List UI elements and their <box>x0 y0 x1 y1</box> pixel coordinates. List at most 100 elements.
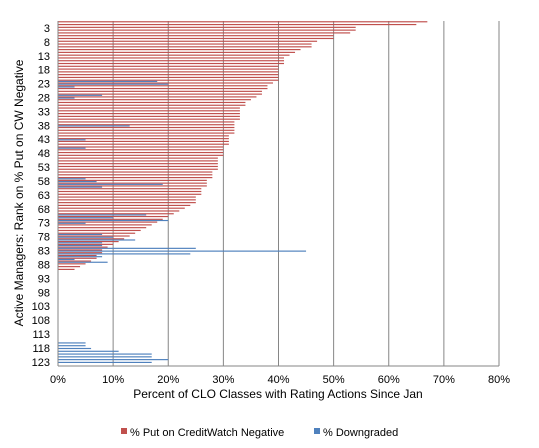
bar-cw-negative <box>58 207 185 209</box>
bar-cw-negative <box>58 174 213 176</box>
bar-cw-negative <box>58 218 163 220</box>
bar-downgraded <box>58 247 196 249</box>
bar-cw-negative <box>58 249 103 251</box>
bar-cw-negative <box>58 182 207 184</box>
bar-cw-negative <box>58 57 285 59</box>
y-tick-label: 93 <box>38 273 50 285</box>
bar-cw-negative <box>58 129 235 131</box>
bar-cw-negative <box>58 185 207 187</box>
bar-downgraded <box>58 86 75 88</box>
bar-downgraded <box>58 83 169 85</box>
bar-cw-negative <box>58 54 290 56</box>
bar-cw-negative <box>58 240 119 243</box>
bar-cw-negative <box>58 115 240 117</box>
bar-series <box>58 21 428 363</box>
bar-downgraded <box>58 80 158 82</box>
x-axis-tick-labels: 0% 10% 20% 30% 40% 50% 60% 70% 80% <box>50 374 510 386</box>
x-tick-label: 70% <box>433 374 455 386</box>
bar-downgraded <box>58 94 103 96</box>
bar-cw-negative <box>58 110 240 112</box>
bar-cw-negative <box>58 163 218 165</box>
bar-downgraded <box>58 244 103 247</box>
bar-downgraded <box>58 353 152 355</box>
gridlines <box>112 21 500 366</box>
y-tick-label: 3 <box>44 23 50 35</box>
bar-cw-negative <box>58 124 235 126</box>
y-tick-label: 118 <box>32 343 50 355</box>
bar-cw-negative <box>58 229 141 232</box>
bar-cw-negative <box>58 179 207 181</box>
bar-cw-negative <box>58 21 428 23</box>
bar-cw-negative <box>58 51 296 53</box>
x-tick-label: 80% <box>488 374 510 386</box>
bar-cw-negative <box>58 60 285 62</box>
bar-cw-negative <box>58 32 351 34</box>
bar-cw-negative <box>58 90 262 92</box>
bar-downgraded <box>58 236 114 238</box>
bar-downgraded <box>58 258 75 261</box>
x-tick-label: 20% <box>157 374 179 386</box>
y-tick-label: 68 <box>38 204 50 216</box>
bar-cw-negative <box>58 37 334 40</box>
x-tick-label: 30% <box>212 374 234 386</box>
bar-cw-negative <box>58 26 356 28</box>
bar-cw-negative <box>58 263 86 265</box>
bar-cw-negative <box>58 268 75 270</box>
bar-cw-negative <box>58 266 81 268</box>
bar-cw-negative <box>58 126 235 129</box>
y-tick-label: 53 <box>38 162 50 174</box>
bar-cw-negative <box>58 257 97 259</box>
bar-downgraded <box>58 242 103 244</box>
bar-downgraded <box>58 350 119 352</box>
legend-label-cw-negative: % Put on CreditWatch Negative <box>130 427 284 439</box>
bar-cw-negative <box>58 96 257 98</box>
bar-cw-negative <box>58 188 202 190</box>
bar-downgraded <box>58 347 92 350</box>
bar-cw-negative <box>58 68 279 70</box>
x-tick-label: 10% <box>102 374 124 386</box>
bar-cw-negative <box>58 252 103 254</box>
bar-cw-negative <box>58 204 191 206</box>
bar-cw-negative <box>58 160 218 162</box>
y-tick-label: 38 <box>38 120 50 132</box>
bar-downgraded <box>58 250 307 252</box>
bar-downgraded <box>58 217 114 219</box>
bar-cw-negative <box>58 62 285 65</box>
bar-cw-negative <box>58 71 279 73</box>
bar-cw-negative <box>58 93 262 95</box>
y-tick-label: 33 <box>38 106 50 118</box>
bar-downgraded <box>58 139 86 141</box>
bar-cw-negative <box>58 246 108 248</box>
y-tick-label: 113 <box>32 329 50 341</box>
y-tick-label: 48 <box>38 148 50 160</box>
legend-swatch-downgraded <box>314 428 320 434</box>
bar-cw-negative <box>58 85 268 87</box>
bar-cw-negative <box>58 82 273 84</box>
bar-cw-negative <box>58 121 235 123</box>
bar-downgraded <box>58 125 130 127</box>
bar-downgraded <box>58 214 147 216</box>
bar-cw-negative <box>58 157 218 159</box>
bar-cw-negative <box>58 221 158 223</box>
y-tick-label: 83 <box>38 246 50 258</box>
bar-cw-negative <box>58 168 218 170</box>
legend-swatch-cw-negative <box>121 428 127 434</box>
bar-downgraded <box>58 239 136 241</box>
bar-downgraded <box>58 180 97 183</box>
bar-cw-negative <box>58 243 114 245</box>
bar-cw-negative <box>58 232 136 234</box>
bar-downgraded <box>58 233 103 236</box>
bar-cw-negative <box>58 132 235 134</box>
y-tick-label: 58 <box>38 176 50 188</box>
y-tick-label: 108 <box>32 315 50 327</box>
bar-cw-negative <box>58 227 147 229</box>
x-axis-title: Percent of CLO Classes with Rating Actio… <box>133 387 422 401</box>
legend-label-downgraded: % Downgraded <box>323 427 398 439</box>
y-tick-label: 8 <box>44 37 50 49</box>
y-axis-title: Active Managers: Rank on % Put on CW Neg… <box>12 59 26 326</box>
bar-cw-negative <box>58 40 318 42</box>
bar-cw-negative <box>58 260 92 262</box>
y-tick-label: 73 <box>38 218 50 230</box>
bar-cw-negative <box>58 46 312 48</box>
